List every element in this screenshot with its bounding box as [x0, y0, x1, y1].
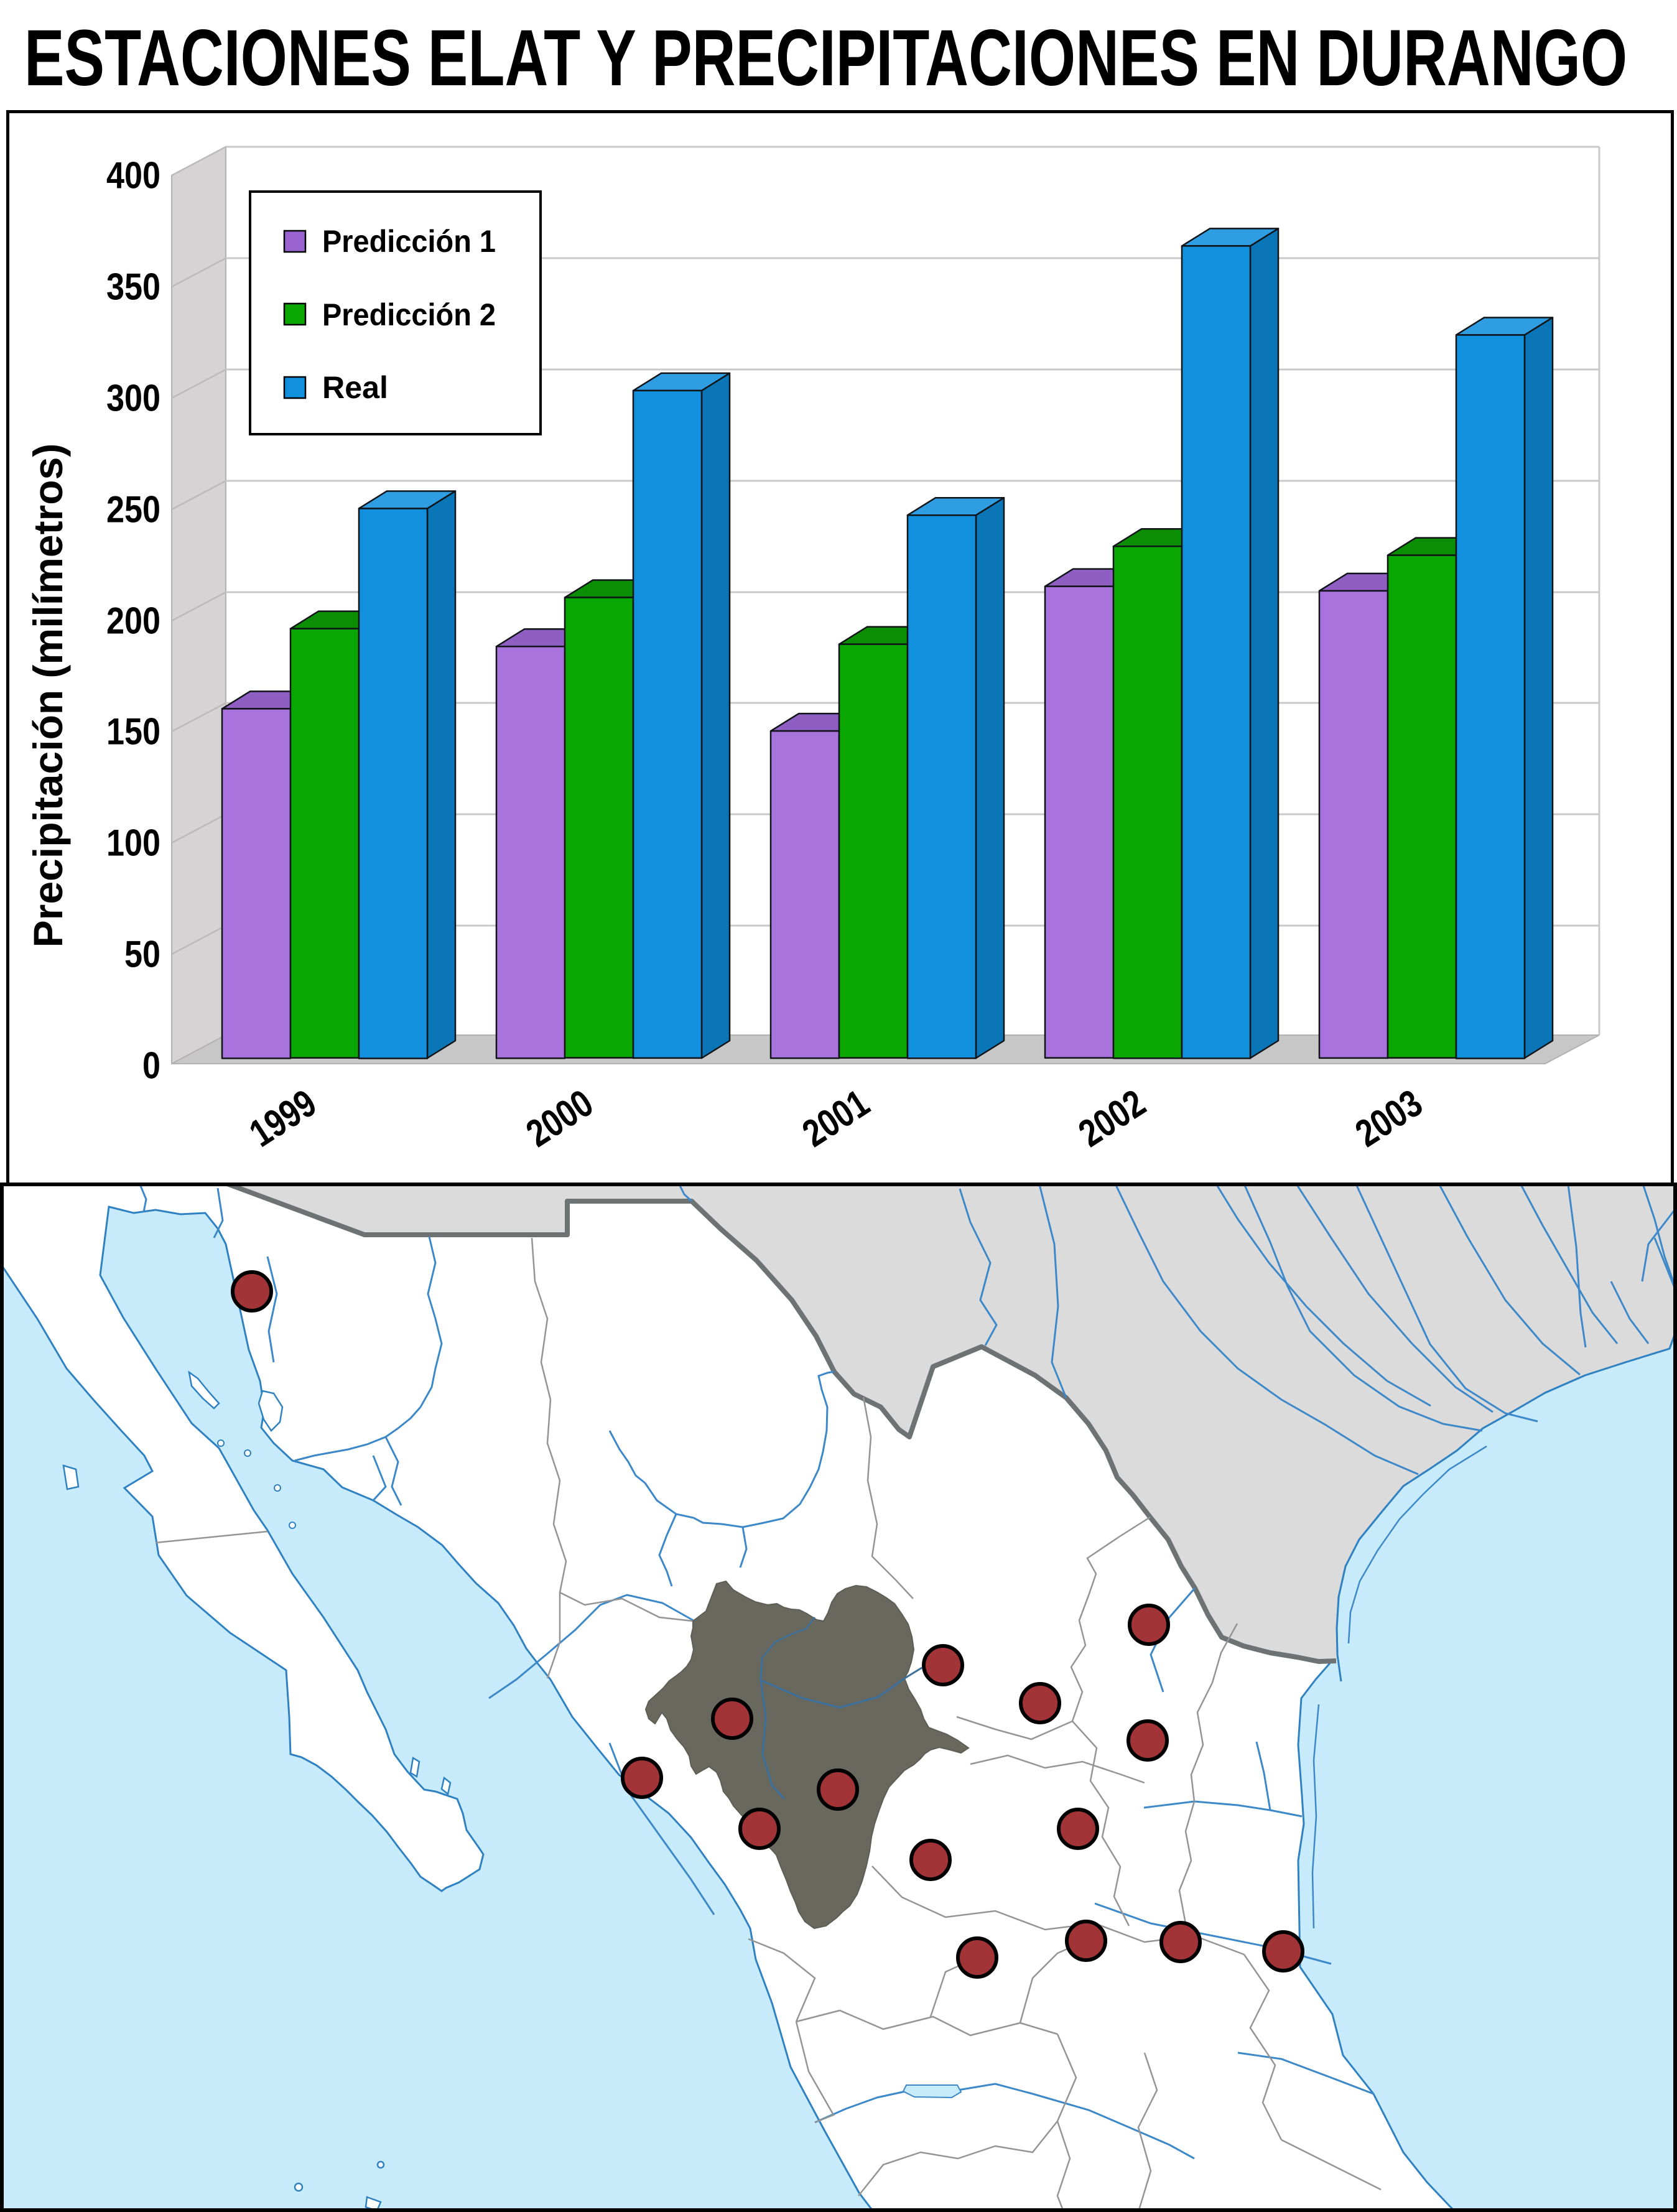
svg-text:2002: 2002: [1071, 1082, 1153, 1156]
svg-text:Real: Real: [322, 370, 388, 405]
svg-text:2003: 2003: [1348, 1082, 1430, 1156]
svg-text:50: 50: [124, 934, 160, 975]
svg-text:350: 350: [106, 266, 160, 308]
svg-text:200: 200: [106, 600, 160, 642]
svg-text:2001: 2001: [795, 1082, 877, 1156]
svg-text:100: 100: [106, 822, 160, 864]
svg-text:Predicción 2: Predicción 2: [322, 297, 496, 332]
svg-text:Predicción 1: Predicción 1: [322, 224, 496, 259]
svg-text:Precipitación (milímetros): Precipitación (milímetros): [25, 444, 71, 948]
svg-text:300: 300: [106, 378, 160, 419]
svg-text:0: 0: [142, 1045, 160, 1087]
svg-text:1999: 1999: [242, 1082, 324, 1156]
svg-text:2000: 2000: [519, 1082, 601, 1156]
svg-text:150: 150: [106, 711, 160, 753]
svg-text:400: 400: [106, 155, 160, 197]
svg-text:250: 250: [106, 489, 160, 531]
